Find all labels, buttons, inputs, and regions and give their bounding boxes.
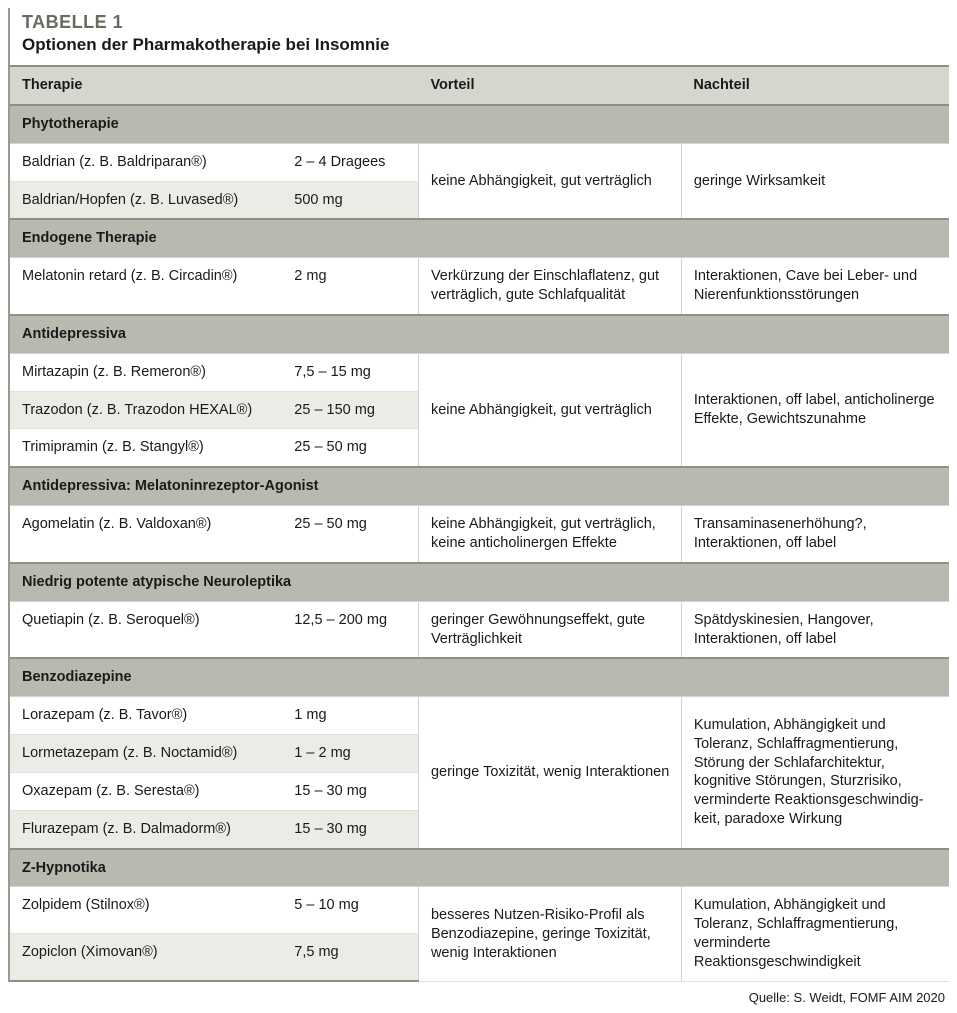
table-row: Mirtazapin (z. B. Remeron®) 7,5 – 15 mg … bbox=[10, 353, 949, 391]
advantage-cell: geringer Gewöhnungseffekt, gute Verträgl… bbox=[418, 601, 681, 658]
drug-name: Trazodon (z. B. Trazodon HEXAL®) bbox=[10, 391, 282, 429]
table-source: Quelle: S. Weidt, FOMF AIM 2020 bbox=[8, 982, 949, 1005]
drug-name: Zopiclon (Ximovan®) bbox=[10, 934, 282, 982]
disadvantage-cell: Kumulation, Abhängigkeit und Toleranz, S… bbox=[681, 887, 949, 981]
drug-dose: 15 – 30 mg bbox=[282, 772, 418, 810]
table-row: Melatonin retard (z. B. Circadin®) 2 mg … bbox=[10, 258, 949, 315]
col-therapy: Therapie bbox=[10, 66, 418, 105]
table-label: TABELLE 1 bbox=[10, 8, 949, 33]
drug-name: Flurazepam (z. B. Dalmadorm®) bbox=[10, 810, 282, 848]
section-header: Endogene Therapie bbox=[10, 219, 949, 257]
section-title: Endogene Therapie bbox=[10, 219, 949, 257]
section-title: Antidepressiva: Melatoninrezeptor-Agonis… bbox=[10, 467, 949, 505]
drug-dose: 1 mg bbox=[282, 697, 418, 735]
disadvantage-cell: Kumulation, Abhängigkeit und Toleranz, S… bbox=[681, 697, 949, 849]
drug-dose: 500 mg bbox=[282, 181, 418, 219]
col-advantage: Vorteil bbox=[418, 66, 681, 105]
disadvantage-cell: geringe Wirksamkeit bbox=[681, 143, 949, 219]
table-row: Zolpidem (Stilnox®) 5 – 10 mg besseres N… bbox=[10, 887, 949, 934]
section-title: Phytotherapie bbox=[10, 105, 949, 143]
drug-dose: 2 mg bbox=[282, 258, 418, 315]
section-title: Niedrig potente atypische Neuroleptika bbox=[10, 563, 949, 601]
section-header: Niedrig potente atypische Neuroleptika bbox=[10, 563, 949, 601]
table-title: Optionen der Pharmakotherapie bei Insomn… bbox=[10, 33, 949, 65]
drug-dose: 7,5 mg bbox=[282, 934, 418, 982]
col-disadvantage: Nachteil bbox=[681, 66, 949, 105]
advantage-cell: Verkürzung der Einschlaflatenz, gut vert… bbox=[418, 258, 681, 315]
disadvantage-cell: Interaktionen, off label, anticholinerge… bbox=[681, 353, 949, 467]
drug-name: Melatonin retard (z. B. Circadin®) bbox=[10, 258, 282, 315]
section-header: Antidepressiva bbox=[10, 315, 949, 353]
advantage-cell: besseres Nutzen-Risiko-Profil als Benzod… bbox=[418, 887, 681, 981]
drug-dose: 25 – 150 mg bbox=[282, 391, 418, 429]
table-container: TABELLE 1 Optionen der Pharmakotherapie … bbox=[8, 8, 949, 982]
drug-name: Zolpidem (Stilnox®) bbox=[10, 887, 282, 934]
drug-dose: 25 – 50 mg bbox=[282, 429, 418, 467]
table-row: Baldrian (z. B. Baldriparan®) 2 – 4 Drag… bbox=[10, 143, 949, 181]
advantage-cell: keine Abhängigkeit, gut verträglich bbox=[418, 353, 681, 467]
section-header: Z-Hypnotika bbox=[10, 849, 949, 887]
drug-dose: 25 – 50 mg bbox=[282, 506, 418, 563]
drug-name: Quetiapin (z. B. Seroquel®) bbox=[10, 601, 282, 658]
section-header: Benzodiazepine bbox=[10, 658, 949, 696]
disadvantage-cell: Transaminasenerhöhung?, Interaktionen, o… bbox=[681, 506, 949, 563]
drug-name: Oxazepam (z. B. Seresta®) bbox=[10, 772, 282, 810]
drug-name: Baldrian/Hopfen (z. B. Luvased®) bbox=[10, 181, 282, 219]
table-row: Quetiapin (z. B. Seroquel®) 12,5 – 200 m… bbox=[10, 601, 949, 658]
drug-name: Lormetazepam (z. B. Noctamid®) bbox=[10, 735, 282, 773]
advantage-cell: geringe Toxizität, wenig Interaktio­nen bbox=[418, 697, 681, 849]
drug-dose: 12,5 – 200 mg bbox=[282, 601, 418, 658]
drug-name: Trimipramin (z. B. Stangyl®) bbox=[10, 429, 282, 467]
section-title: Antidepressiva bbox=[10, 315, 949, 353]
table-row: Lorazepam (z. B. Tavor®) 1 mg geringe To… bbox=[10, 697, 949, 735]
drug-name: Mirtazapin (z. B. Remeron®) bbox=[10, 353, 282, 391]
disadvantage-cell: Interaktionen, Cave bei Leber- und Niere… bbox=[681, 258, 949, 315]
disadvantage-cell: Spätdyskinesien, Hangover, Interaktionen… bbox=[681, 601, 949, 658]
section-header: Phytotherapie bbox=[10, 105, 949, 143]
section-title: Benzodiazepine bbox=[10, 658, 949, 696]
drug-dose: 2 – 4 Dragees bbox=[282, 143, 418, 181]
drug-dose: 7,5 – 15 mg bbox=[282, 353, 418, 391]
advantage-cell: keine Abhängigkeit, gut verträglich, kei… bbox=[418, 506, 681, 563]
drug-dose: 15 – 30 mg bbox=[282, 810, 418, 848]
pharmacotherapy-table: Therapie Vorteil Nachteil Phytotherapie … bbox=[10, 65, 949, 982]
advantage-cell: keine Abhängigkeit, gut verträglich bbox=[418, 143, 681, 219]
section-header: Antidepressiva: Melatoninrezeptor-Agonis… bbox=[10, 467, 949, 505]
section-title: Z-Hypnotika bbox=[10, 849, 949, 887]
table-header-row: Therapie Vorteil Nachteil bbox=[10, 66, 949, 105]
drug-name: Baldrian (z. B. Baldriparan®) bbox=[10, 143, 282, 181]
drug-dose: 1 – 2 mg bbox=[282, 735, 418, 773]
drug-dose: 5 – 10 mg bbox=[282, 887, 418, 934]
drug-name: Lorazepam (z. B. Tavor®) bbox=[10, 697, 282, 735]
drug-name: Agomelatin (z. B. Valdoxan®) bbox=[10, 506, 282, 563]
table-row: Agomelatin (z. B. Valdoxan®) 25 – 50 mg … bbox=[10, 506, 949, 563]
